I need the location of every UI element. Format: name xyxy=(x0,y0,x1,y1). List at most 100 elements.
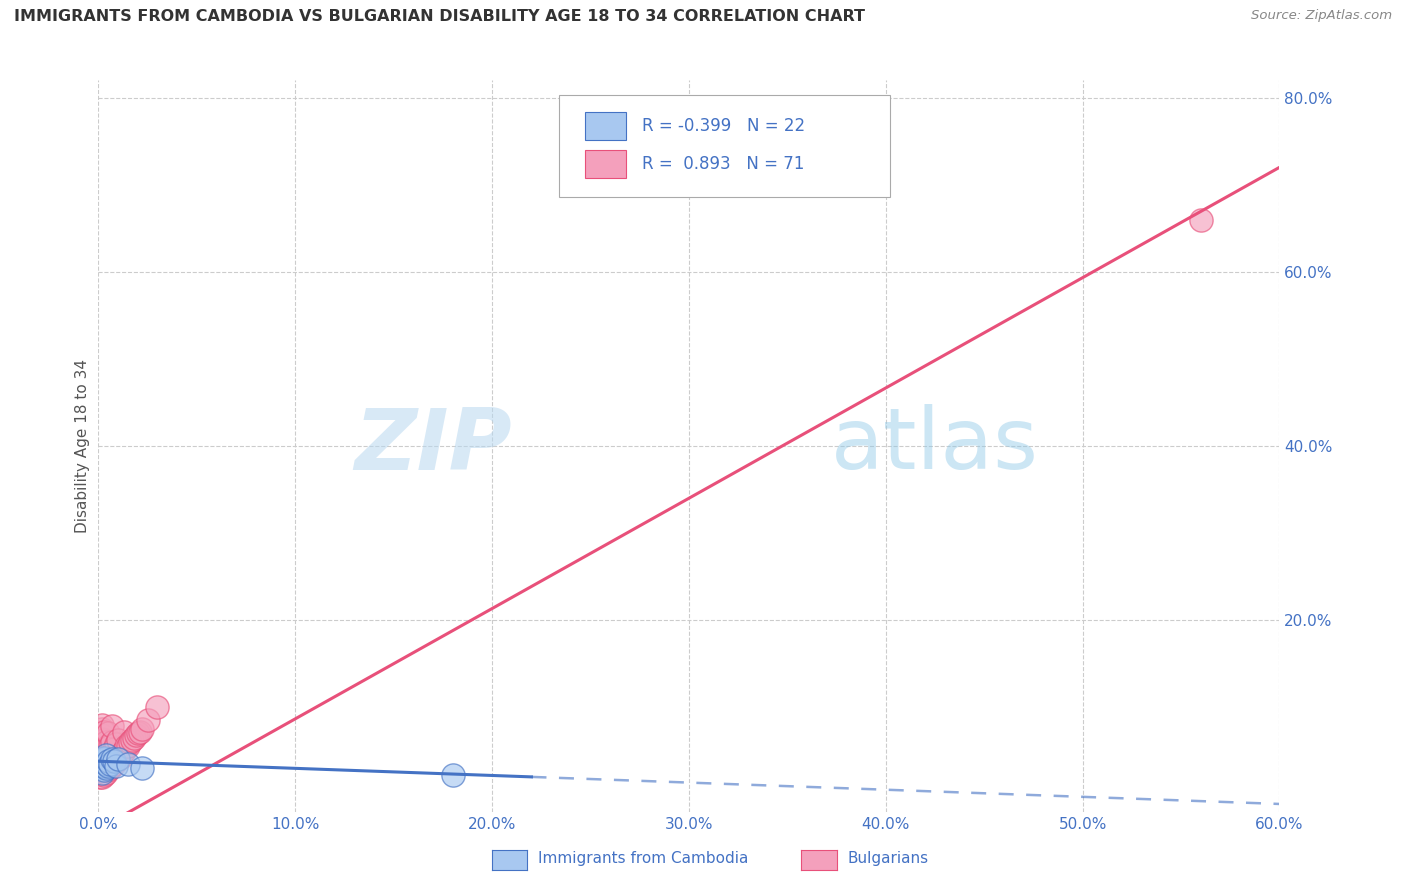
Y-axis label: Disability Age 18 to 34: Disability Age 18 to 34 xyxy=(75,359,90,533)
Point xyxy=(125,728,148,742)
Bar xyxy=(585,112,626,140)
Point xyxy=(93,758,115,772)
Point xyxy=(98,761,121,775)
Point xyxy=(131,722,153,736)
Point xyxy=(89,763,111,777)
Point xyxy=(89,756,111,771)
Point xyxy=(122,731,145,745)
Point xyxy=(96,744,118,758)
Point xyxy=(91,737,114,751)
Point xyxy=(91,717,114,731)
Text: Source: ZipAtlas.com: Source: ZipAtlas.com xyxy=(1251,9,1392,22)
Point xyxy=(91,752,114,766)
Point xyxy=(93,763,115,777)
Point xyxy=(89,739,111,754)
Point xyxy=(89,759,111,773)
Text: R =  0.893   N = 71: R = 0.893 N = 71 xyxy=(641,155,804,173)
Point xyxy=(91,728,114,742)
Point xyxy=(91,722,114,736)
Point xyxy=(91,761,114,775)
Point xyxy=(107,733,129,747)
FancyBboxPatch shape xyxy=(560,95,890,197)
Point xyxy=(91,759,114,773)
Point xyxy=(101,750,124,764)
Point xyxy=(97,759,120,773)
Point xyxy=(101,719,124,733)
Point xyxy=(97,763,120,777)
Point xyxy=(115,739,138,754)
Point xyxy=(97,739,120,754)
Bar xyxy=(585,151,626,178)
Point xyxy=(91,748,114,763)
Point xyxy=(91,770,114,784)
Point xyxy=(117,756,139,771)
Point xyxy=(105,754,128,768)
Point xyxy=(89,735,111,749)
Point xyxy=(97,726,120,740)
Point xyxy=(441,768,464,782)
Point xyxy=(93,752,115,766)
Point xyxy=(91,742,114,756)
Point xyxy=(93,733,115,747)
Point xyxy=(93,763,115,777)
Point xyxy=(91,746,114,760)
Text: ZIP: ZIP xyxy=(354,404,512,488)
Point xyxy=(89,731,111,745)
Point xyxy=(96,735,118,749)
Point xyxy=(103,754,125,768)
Point xyxy=(101,759,124,773)
Text: Bulgarians: Bulgarians xyxy=(848,852,929,866)
Point xyxy=(93,752,115,766)
Point xyxy=(96,752,118,766)
Point xyxy=(89,754,111,768)
Point xyxy=(103,742,125,756)
Point xyxy=(112,744,135,758)
Point xyxy=(107,752,129,766)
Point xyxy=(93,750,115,764)
Point xyxy=(97,754,120,768)
Point xyxy=(97,748,120,763)
Point xyxy=(91,754,114,768)
Point xyxy=(89,765,111,780)
Point xyxy=(89,770,111,784)
Point xyxy=(101,752,124,766)
Point xyxy=(93,768,115,782)
Point xyxy=(89,750,111,764)
Point xyxy=(146,700,169,714)
Point xyxy=(121,733,143,747)
Text: atlas: atlas xyxy=(831,404,1039,488)
Point xyxy=(96,759,118,773)
Point xyxy=(96,765,118,780)
Text: R = -0.399   N = 22: R = -0.399 N = 22 xyxy=(641,118,804,136)
Point xyxy=(128,724,150,739)
Point xyxy=(91,765,114,780)
Point xyxy=(131,761,153,775)
Text: IMMIGRANTS FROM CAMBODIA VS BULGARIAN DISABILITY AGE 18 TO 34 CORRELATION CHART: IMMIGRANTS FROM CAMBODIA VS BULGARIAN DI… xyxy=(14,9,865,24)
Point xyxy=(108,750,131,764)
Point xyxy=(98,739,121,754)
Point xyxy=(96,756,118,771)
Point xyxy=(97,756,120,771)
Point xyxy=(107,752,129,766)
Text: Immigrants from Cambodia: Immigrants from Cambodia xyxy=(538,852,749,866)
Point xyxy=(136,714,159,728)
Point xyxy=(89,756,111,771)
Point xyxy=(96,748,118,763)
Point xyxy=(93,739,115,754)
Point xyxy=(93,746,115,760)
Point xyxy=(118,735,141,749)
Point xyxy=(105,737,128,751)
Point xyxy=(93,724,115,739)
Point xyxy=(91,733,114,747)
Point xyxy=(89,746,111,760)
Point xyxy=(105,759,128,773)
Point xyxy=(91,765,114,780)
Point xyxy=(112,724,135,739)
Point xyxy=(98,752,121,766)
Point xyxy=(89,761,111,775)
Point xyxy=(96,761,118,775)
Point xyxy=(91,756,114,771)
Point xyxy=(1189,212,1212,227)
Point xyxy=(98,756,121,771)
Point xyxy=(117,739,139,754)
